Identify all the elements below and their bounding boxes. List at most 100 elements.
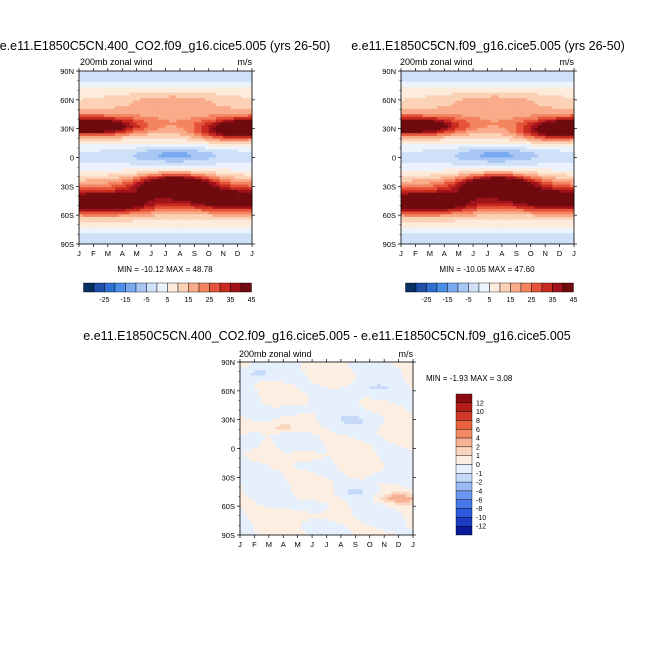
heatmap-cell bbox=[79, 84, 83, 88]
heatmap-cell bbox=[122, 219, 127, 223]
panel-control-stats: MIN = -10.12 MAX = 48.78 bbox=[117, 265, 213, 274]
heatmap-cell bbox=[226, 89, 231, 93]
heatmap-cell bbox=[151, 149, 156, 153]
heatmap-cell bbox=[93, 222, 98, 226]
heatmap-cell bbox=[476, 122, 481, 126]
heatmap-cell bbox=[226, 95, 231, 99]
heatmap-cell bbox=[79, 230, 83, 234]
heatmap-cell bbox=[215, 133, 220, 137]
heatmap-cell bbox=[93, 111, 98, 115]
heatmap-cell bbox=[469, 116, 474, 120]
heatmap-cell bbox=[248, 238, 253, 242]
heatmap-cell bbox=[212, 133, 217, 137]
heatmap-cell bbox=[161, 211, 166, 215]
heatmap-cell bbox=[411, 98, 416, 102]
heatmap-cell bbox=[140, 184, 145, 188]
heatmap-cell bbox=[154, 125, 159, 129]
heatmap-cell bbox=[248, 168, 253, 172]
heatmap-cell bbox=[86, 143, 91, 148]
heatmap-cell bbox=[483, 103, 488, 107]
heatmap-cell bbox=[125, 87, 130, 91]
heatmap-cell bbox=[140, 171, 145, 175]
heatmap-cell bbox=[107, 184, 112, 188]
colorbar-swatch bbox=[83, 282, 95, 293]
heatmap-cell bbox=[194, 233, 199, 237]
heatmap-cell bbox=[230, 160, 235, 164]
heatmap-cell bbox=[241, 119, 246, 123]
heatmap-cell bbox=[516, 119, 521, 123]
heatmap-cell bbox=[107, 114, 112, 118]
heatmap-cell bbox=[201, 165, 206, 169]
heatmap-cell bbox=[223, 235, 228, 239]
heatmap-cell bbox=[219, 76, 224, 80]
heatmap-cell bbox=[89, 162, 94, 166]
heatmap-cell bbox=[437, 152, 441, 156]
heatmap-cell bbox=[516, 81, 521, 85]
heatmap-cell bbox=[212, 181, 217, 185]
heatmap-cell bbox=[509, 98, 514, 102]
heatmap-cell bbox=[100, 98, 105, 102]
heatmap-cell bbox=[426, 146, 431, 150]
heatmap-cell bbox=[129, 173, 134, 177]
heatmap-cell bbox=[107, 95, 112, 99]
heatmap-cell bbox=[136, 135, 141, 139]
heatmap-cell bbox=[248, 89, 253, 93]
heatmap-cell bbox=[219, 225, 224, 229]
heatmap-cell bbox=[172, 208, 177, 212]
heatmap-cell bbox=[133, 87, 138, 91]
heatmap-cell bbox=[187, 149, 192, 153]
heatmap-cell bbox=[244, 211, 249, 215]
heatmap-cell bbox=[125, 168, 130, 172]
heatmap-cell bbox=[129, 76, 134, 80]
heatmap-cell bbox=[169, 206, 174, 210]
heatmap-cell bbox=[237, 146, 242, 150]
heatmap-cell bbox=[462, 103, 467, 107]
heatmap-cell bbox=[244, 152, 249, 156]
heatmap-cell bbox=[440, 98, 445, 102]
heatmap-cell bbox=[411, 73, 416, 77]
heatmap-cell bbox=[219, 187, 224, 191]
heatmap-cell bbox=[223, 160, 228, 164]
heatmap-cell bbox=[169, 225, 174, 229]
heatmap-cell bbox=[125, 238, 130, 242]
heatmap-cell bbox=[455, 160, 460, 164]
heatmap-cell bbox=[118, 114, 123, 118]
heatmap-cell bbox=[212, 233, 217, 237]
heatmap-cell bbox=[176, 203, 181, 207]
heatmap-cell bbox=[505, 130, 510, 134]
heatmap-cell bbox=[219, 116, 224, 120]
heatmap-cell bbox=[548, 100, 553, 104]
heatmap-cell bbox=[523, 114, 528, 118]
heatmap-cell bbox=[107, 160, 112, 164]
heatmap-cell bbox=[133, 114, 138, 118]
heatmap-cell bbox=[115, 122, 119, 126]
heatmap-cell bbox=[147, 227, 152, 231]
heatmap-cell bbox=[194, 179, 199, 183]
heatmap-cell bbox=[111, 100, 116, 104]
heatmap-cell bbox=[530, 152, 535, 156]
heatmap-cell bbox=[125, 152, 130, 156]
heatmap-cell bbox=[223, 189, 228, 193]
heatmap-cell bbox=[154, 230, 159, 234]
heatmap-cell bbox=[111, 108, 116, 112]
heatmap-cell bbox=[437, 76, 441, 80]
heatmap-cell bbox=[172, 106, 177, 110]
heatmap-cell bbox=[215, 89, 220, 93]
heatmap-cell bbox=[122, 119, 127, 123]
heatmap-cell bbox=[136, 133, 141, 137]
heatmap-cell bbox=[187, 98, 192, 102]
heatmap-cell bbox=[165, 168, 170, 172]
heatmap-cell bbox=[237, 79, 242, 83]
heatmap-cell bbox=[501, 103, 506, 107]
heatmap-cell bbox=[411, 111, 416, 115]
heatmap-cell bbox=[494, 122, 499, 126]
heatmap-cell bbox=[82, 206, 87, 210]
heatmap-cell bbox=[516, 92, 521, 96]
heatmap-cell bbox=[440, 114, 445, 118]
heatmap-cell bbox=[422, 108, 427, 112]
heatmap-cell bbox=[462, 165, 467, 169]
heatmap-cell bbox=[197, 198, 202, 202]
heatmap-cell bbox=[208, 179, 213, 183]
heatmap-cell bbox=[133, 168, 138, 172]
heatmap-cell bbox=[559, 141, 564, 145]
